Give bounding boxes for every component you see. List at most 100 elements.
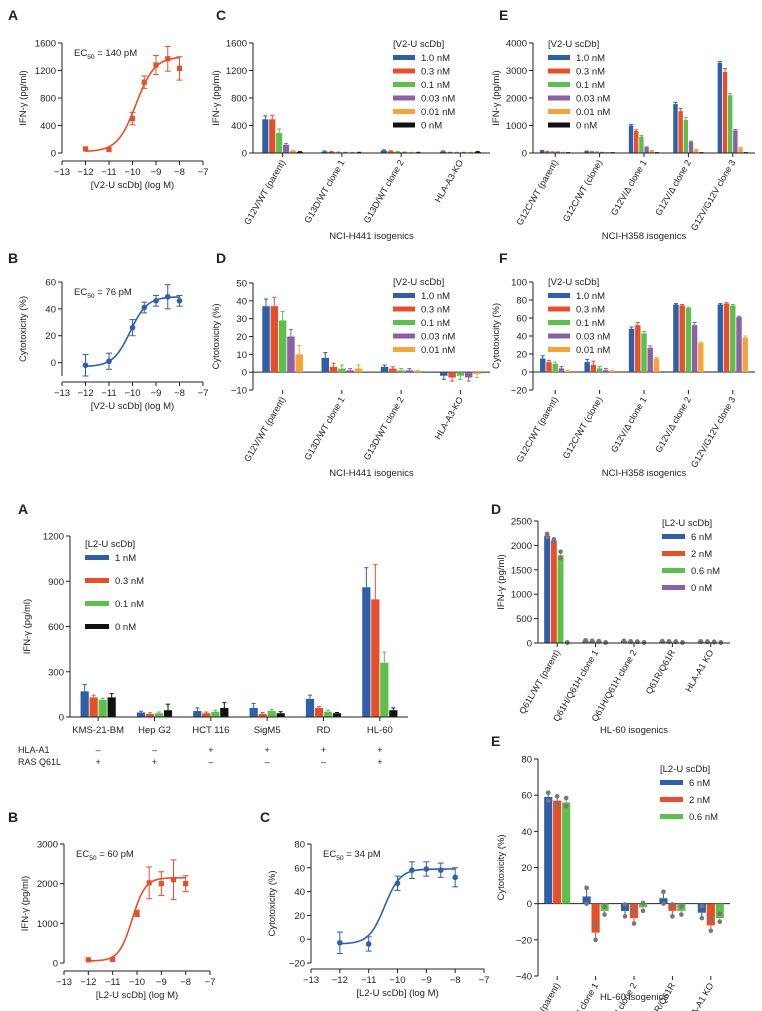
category-label: G12V/Δ clone 1 [609, 395, 649, 454]
bar [673, 304, 679, 372]
category-label: HLA-A3-KO [433, 158, 465, 204]
replicate-point [593, 921, 598, 927]
y-axis-label: Cytotoxicity (%) [211, 304, 222, 370]
replicate-point [622, 914, 628, 919]
bar [283, 144, 290, 153]
bar [603, 370, 609, 372]
bar [557, 555, 564, 643]
bar [730, 305, 736, 372]
bar [193, 710, 202, 717]
bar [545, 151, 550, 153]
bar [413, 372, 422, 373]
legend-label: 1.0 nM [576, 291, 605, 302]
bar [596, 368, 603, 372]
x-axis-label: [L2-U scDb] (log M) [96, 990, 178, 1001]
bar [329, 366, 338, 373]
y-tick-label: 60 [521, 791, 532, 802]
bar [647, 347, 653, 372]
replicate-point [670, 914, 675, 919]
legend-swatch [548, 109, 570, 114]
y-axis-label: IFN-γ (pg/ml) [491, 70, 502, 125]
replicate-point [711, 639, 717, 645]
legend-swatch [662, 551, 685, 556]
bar [546, 362, 552, 372]
bar [668, 903, 677, 911]
chart-A2: A 0 300 600 900 1200 IFN-γ (pg/ml) KMS-21-BM Hep… [18, 501, 408, 767]
ec50-annotation: EC50 = 60 pM [76, 849, 134, 862]
category-label: Q61L/WT (parent) [517, 648, 562, 716]
y-tick-label: 0 [300, 935, 305, 946]
y-tick-label: 2000 [506, 94, 527, 105]
y-tick-label: 300 [48, 667, 64, 678]
bar [553, 800, 562, 904]
data-point [158, 881, 164, 887]
legend-label: 0.1 nM [576, 80, 605, 91]
bar [98, 699, 107, 717]
replicate-point [699, 903, 705, 909]
bar [380, 366, 389, 373]
bar [628, 125, 634, 153]
bar [220, 707, 229, 717]
y-tick-label: 80 [516, 296, 527, 307]
data-point [141, 304, 148, 311]
bar [314, 707, 324, 717]
bar [639, 136, 644, 153]
category-label: Hep G2 [138, 725, 171, 736]
panel-label: F [499, 250, 508, 266]
bar [278, 320, 287, 373]
data-point [153, 298, 159, 304]
bar [552, 363, 558, 372]
bar [584, 362, 590, 372]
ec50-annotation: EC50 = 140 pM [74, 48, 137, 61]
legend-title: [V2-U scDb] [548, 277, 599, 288]
chart-E2: E −40 −20 0 20 40 60 80 Cytotoxicity (%) Q61L/WT … [491, 733, 730, 1011]
bar [380, 150, 387, 153]
bar [262, 306, 270, 373]
bar [269, 119, 276, 153]
bar [389, 368, 397, 373]
bar [659, 898, 668, 904]
x-axis-label: NCI-H441 isogenics [329, 231, 414, 242]
x-axis-label: NCI-H358 isogenics [602, 468, 687, 479]
replicate-point [544, 534, 550, 540]
legend-swatch [548, 347, 570, 352]
bar [328, 151, 335, 153]
bar [287, 336, 295, 373]
legend-swatch [660, 797, 683, 802]
replicate-point [661, 901, 666, 906]
legend-label: 0.03 nM [421, 94, 455, 105]
category-label: G12C/WT (parent) [514, 158, 560, 227]
legend-title: [L2-U scDb] [85, 539, 135, 550]
bar [641, 333, 647, 372]
data-point [176, 65, 183, 72]
legend-swatch [548, 82, 570, 87]
bar [715, 903, 724, 919]
legend-swatch [393, 333, 415, 339]
x-tick-label: −12 [77, 388, 93, 399]
category-label: G12C/WT (clone) [561, 158, 605, 224]
x-tick-label: −10 [124, 167, 140, 178]
legend-label: 2 nM [689, 795, 710, 806]
data-point [409, 867, 415, 873]
legend-title: [L2-U scDb] [660, 764, 710, 775]
x-axis-label: [V2-U scDb] (log M) [91, 401, 174, 412]
y-tick-label: 900 [48, 577, 64, 588]
replicate-point [717, 919, 723, 925]
bar [389, 710, 398, 717]
category-label: G12V/WT (parent) [242, 395, 287, 464]
bar [582, 896, 591, 904]
y-tick-label: 1000 [37, 919, 58, 930]
legend-label: 0.3 nM [421, 67, 450, 78]
category-label: G12C/WT (parent) [514, 395, 560, 464]
bar [394, 151, 401, 153]
legend-swatch [85, 624, 109, 629]
replicate-point [544, 531, 550, 537]
data-point [176, 298, 183, 304]
x-tick-label: −8 [180, 977, 191, 988]
y-tick-label: 1200 [43, 532, 64, 543]
bar [723, 303, 730, 372]
x-axis-label: NCI-H441 isogenics [329, 468, 414, 479]
bar [136, 712, 146, 717]
data-point [423, 866, 430, 872]
